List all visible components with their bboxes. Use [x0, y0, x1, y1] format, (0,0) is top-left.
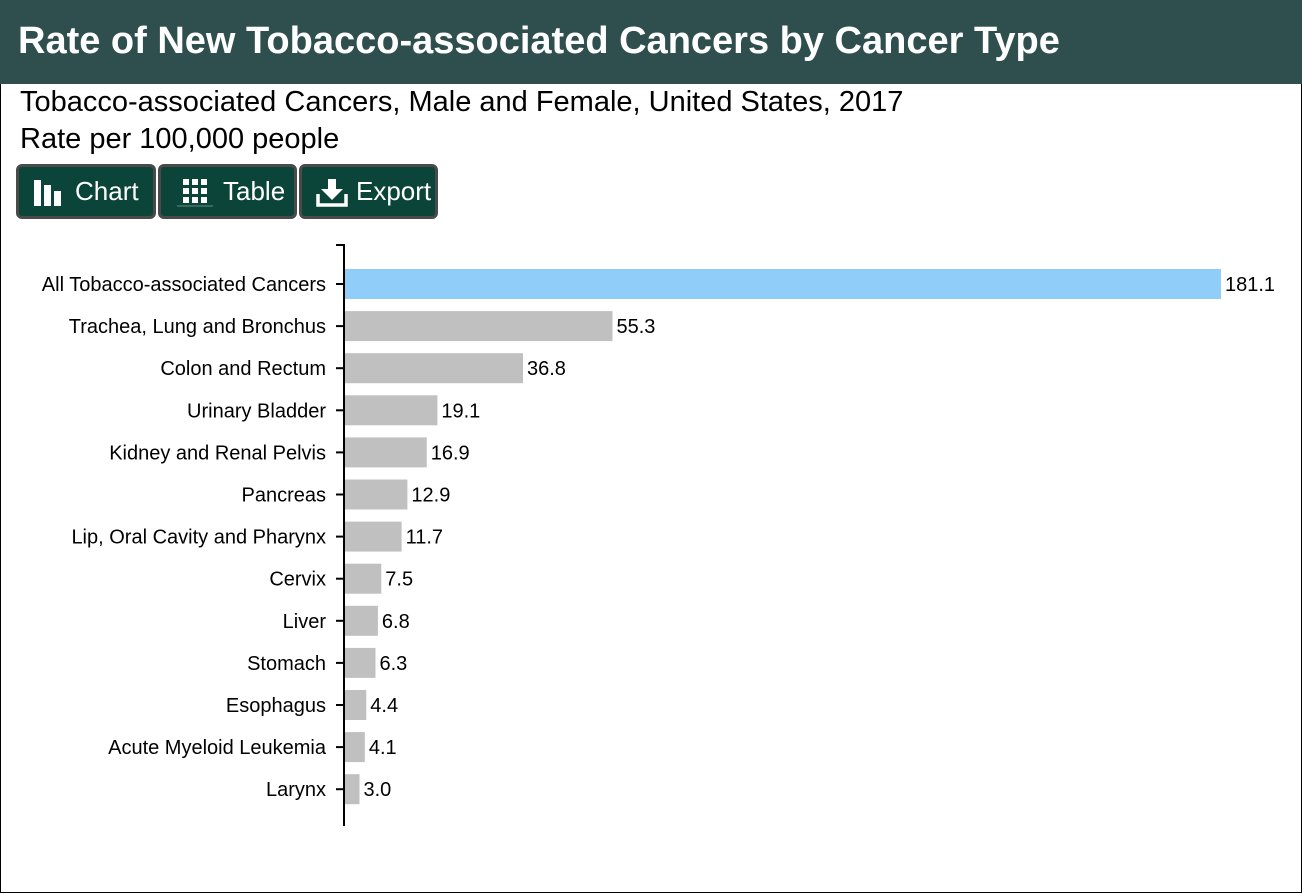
chart-view-button[interactable]: Chart [16, 164, 156, 219]
download-icon [316, 177, 348, 207]
bar[interactable] [345, 774, 360, 805]
bar[interactable] [345, 395, 438, 426]
table-button-label: Table [223, 176, 286, 206]
category-label: All Tobacco-associated Cancers [42, 274, 326, 296]
bar[interactable] [345, 690, 367, 720]
category-label: Colon and Rectum [160, 358, 326, 380]
data-label: 181.1 [1225, 274, 1275, 296]
bar-chart: All Tobacco-associated Cancers 181.1 Trach… [42, 244, 1275, 826]
table-view-button[interactable]: Table [158, 164, 297, 219]
category-label: Pancreas [242, 485, 327, 507]
bar[interactable] [345, 605, 378, 636]
bar[interactable] [345, 269, 1221, 299]
data-label: 11.7 [406, 527, 443, 549]
export-button-label: Export [356, 176, 432, 206]
chart-subtitle: Tobacco-associated Cancers, Male and Fem… [20, 86, 904, 118]
chart-button-label: Chart [75, 176, 139, 206]
bar[interactable] [345, 732, 365, 763]
data-label: 3.0 [364, 779, 392, 801]
chart-units-label: Rate per 100,000 people [20, 123, 340, 155]
bar[interactable] [345, 437, 427, 468]
data-label: 6.8 [382, 611, 410, 633]
view-toolbar: Chart Table Exp [16, 164, 438, 219]
category-label: Lip, Oral Cavity and Pharynx [71, 527, 326, 549]
data-label: 4.4 [370, 695, 398, 717]
category-label: Acute Myeloid Leukemia [108, 737, 327, 759]
data-label: 19.1 [441, 400, 480, 422]
data-label: 16.9 [431, 442, 470, 464]
category-label: Trachea, Lung and Bronchus [69, 316, 326, 338]
bar[interactable] [345, 647, 376, 678]
data-label: 7.5 [385, 569, 413, 591]
bar[interactable] [345, 521, 402, 552]
bar[interactable] [345, 353, 524, 384]
category-label: Kidney and Renal Pelvis [109, 442, 326, 464]
data-label: 6.3 [379, 653, 407, 675]
data-label: 12.9 [411, 485, 450, 507]
category-label: Larynx [266, 779, 326, 801]
category-label: Liver [283, 611, 327, 633]
category-label: Urinary Bladder [187, 400, 326, 422]
bar-chart-icon [33, 178, 67, 206]
export-button[interactable]: Export [299, 164, 438, 219]
category-label: Esophagus [226, 695, 326, 717]
grid-icon [175, 177, 215, 207]
page-title: Rate of New Tobacco-associated Cancers b… [18, 20, 1060, 62]
data-label: 55.3 [616, 316, 655, 338]
data-label: 36.8 [527, 358, 566, 380]
category-label: Stomach [247, 653, 326, 675]
bar[interactable] [345, 563, 382, 594]
bar[interactable] [345, 479, 408, 510]
category-label: Cervix [269, 569, 326, 591]
title-bar: Rate of New Tobacco-associated Cancers b… [0, 0, 1302, 84]
data-label: 4.1 [369, 737, 397, 759]
bar[interactable] [345, 311, 613, 342]
